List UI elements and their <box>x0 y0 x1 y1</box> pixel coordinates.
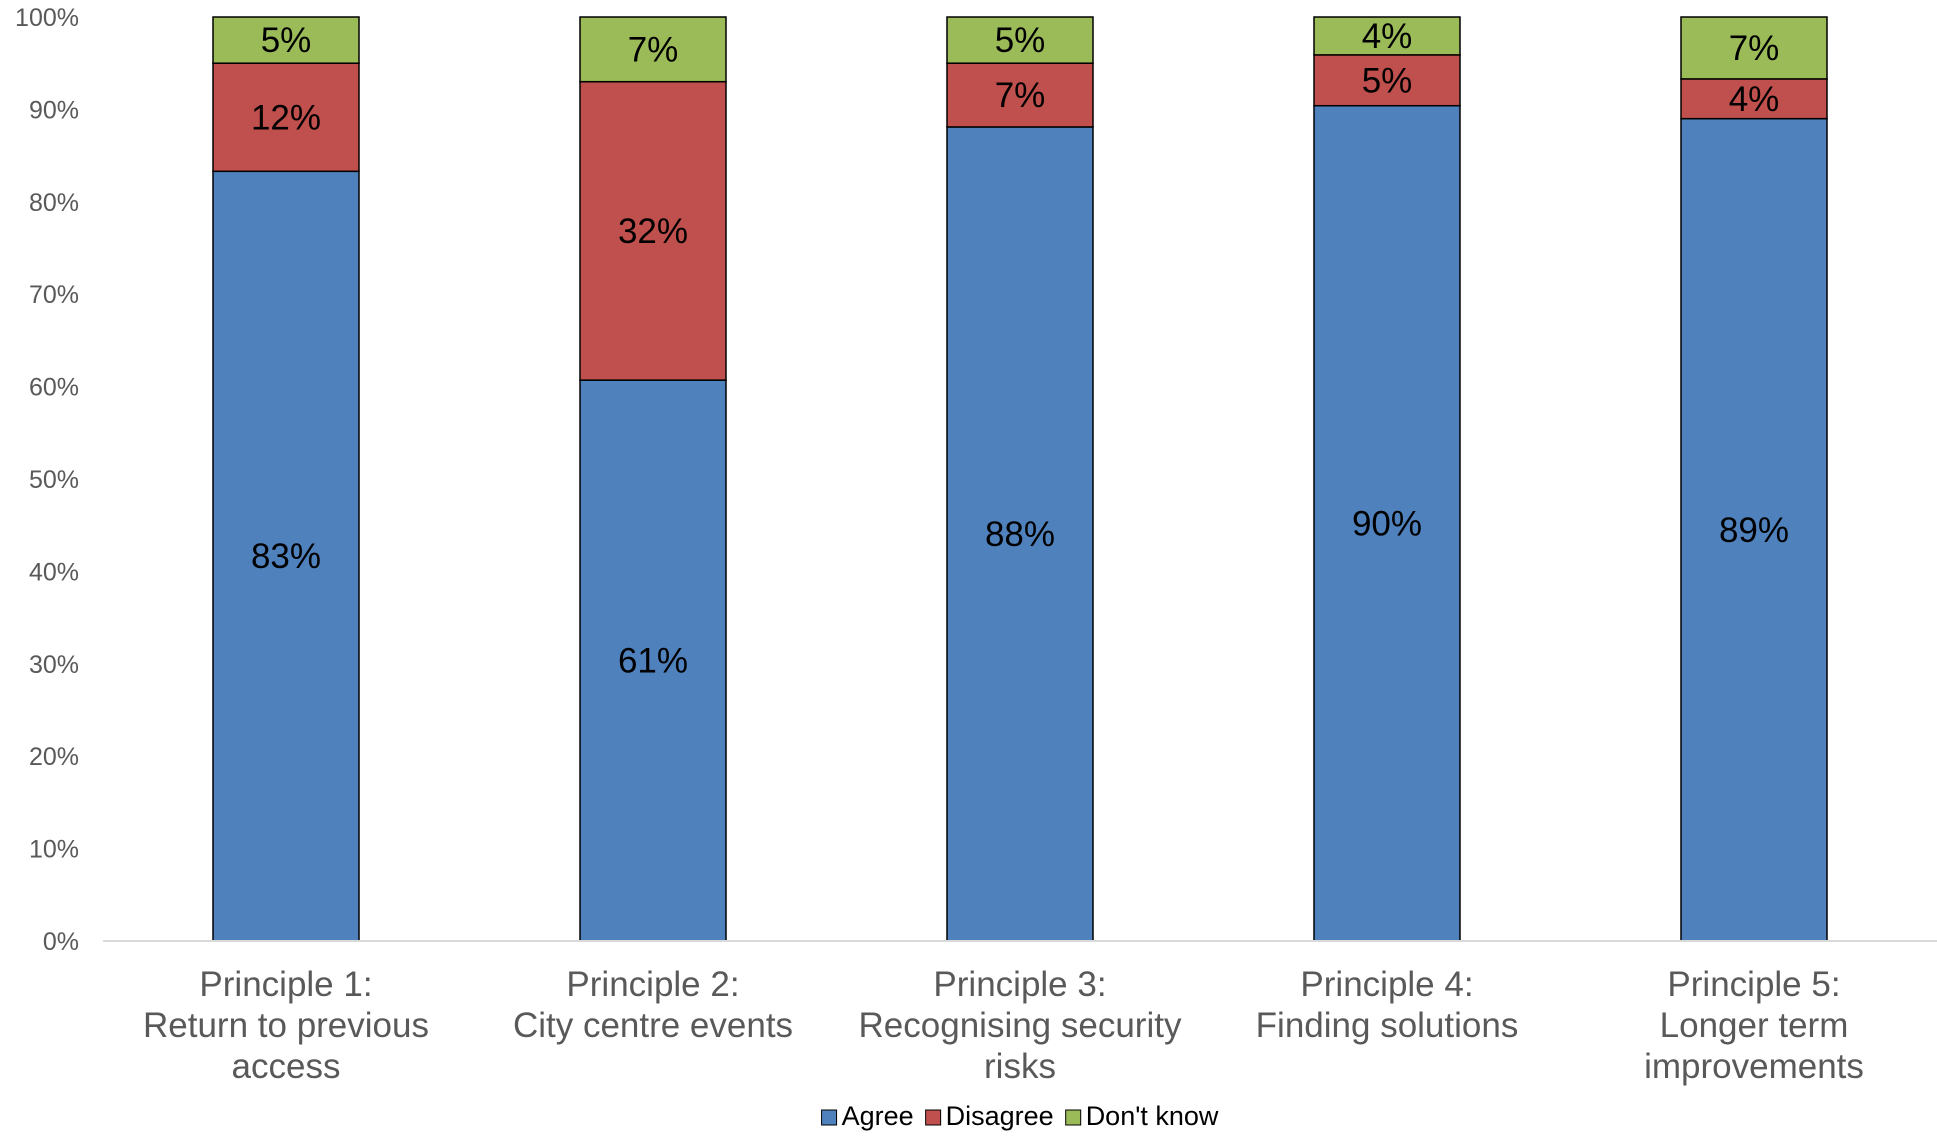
x-category-label-line: Principle 2: <box>566 965 739 1004</box>
legend-swatch <box>1065 1109 1082 1126</box>
legend-label: Don't know <box>1086 1101 1219 1131</box>
data-label: 88% <box>985 515 1055 554</box>
legend-label: Disagree <box>946 1101 1054 1131</box>
x-category-label: Principle 5: Longer term improvements <box>1644 965 1864 1086</box>
data-label: 89% <box>1719 511 1789 550</box>
data-label: 5% <box>1362 61 1413 100</box>
bar-segment-don-t-know <box>579 16 727 83</box>
y-tick-label: 60% <box>29 374 79 402</box>
x-category-label-line: improvements <box>1644 1047 1864 1086</box>
x-category-label-line: access <box>232 1047 341 1086</box>
data-label: 4% <box>1729 80 1780 119</box>
bar-segment-don-t-know <box>1313 16 1461 56</box>
y-tick-label: 100% <box>15 4 79 32</box>
data-label: 32% <box>618 212 688 251</box>
legend-item: Agree <box>821 1101 914 1131</box>
bar-stack: 89% 4% 7% <box>1680 16 1828 942</box>
legend: Agree Disagree Don't know <box>821 1101 1219 1131</box>
y-tick-label: 80% <box>29 189 79 217</box>
x-category-label-line: Return to previous <box>143 1006 429 1045</box>
bar-segment-agree <box>1313 104 1461 942</box>
data-label: 4% <box>1362 17 1413 56</box>
x-category-label-line: Principle 4: <box>1300 965 1473 1004</box>
y-tick-label: 30% <box>29 651 79 679</box>
x-category-label-line: City centre events <box>513 1006 793 1045</box>
data-label: 5% <box>995 21 1046 60</box>
bar-segment-don-t-know <box>1680 16 1828 80</box>
legend-item: Disagree <box>925 1101 1054 1131</box>
bar-segment-don-t-know <box>212 16 360 64</box>
data-label: 83% <box>251 537 321 576</box>
data-label: 7% <box>1729 29 1780 68</box>
legend-swatch <box>925 1109 942 1126</box>
x-category-label: Principle 2: City centre events <box>513 965 793 1045</box>
x-category-label: Principle 4: Finding solutions <box>1256 965 1519 1045</box>
bar-segment-disagree <box>212 62 360 173</box>
x-category-label-line: Principle 3: <box>933 965 1106 1004</box>
x-category-label-line: Finding solutions <box>1256 1006 1519 1045</box>
data-label: 7% <box>628 30 679 69</box>
bar-segment-disagree <box>1313 54 1461 107</box>
x-category-label: Principle 1: Return to previous access <box>143 965 429 1086</box>
y-tick-label: 0% <box>43 928 79 956</box>
bar-segment-agree <box>1680 117 1828 942</box>
y-tick-label: 50% <box>29 466 79 494</box>
bar-stack: 88% 7% 5% <box>946 16 1094 942</box>
y-tick-label: 90% <box>29 96 79 124</box>
y-axis: 0% 10% 20% 30% 40% 50% 60% 70% 80% 90% 100% <box>15 4 79 956</box>
y-tick-label: 40% <box>29 558 79 586</box>
legend-item: Don't know <box>1065 1101 1219 1131</box>
x-category-label-line: Principle 5: <box>1667 965 1840 1004</box>
bar-segment-disagree <box>579 80 727 381</box>
bar-stack: 90% 5% 4% <box>1313 16 1461 942</box>
bar-segment-disagree <box>946 62 1094 128</box>
x-category-label-line: Principle 1: <box>199 965 372 1004</box>
bar-segment-agree <box>212 170 360 942</box>
legend-swatch <box>821 1109 838 1126</box>
y-tick-label: 20% <box>29 743 79 771</box>
y-tick-label: 10% <box>29 836 79 864</box>
data-label: 12% <box>251 98 321 137</box>
y-tick-label: 70% <box>29 281 79 309</box>
bars: 83% 12% 5% 61% 32% 7% 88% 7% 5% 90% 5% 4% 89% 4% 7% <box>212 16 1828 942</box>
x-category-label: Principle 3: Recognising security risks <box>859 965 1182 1086</box>
bar-segment-agree <box>579 379 727 942</box>
x-category-label-line: Longer term <box>1660 1006 1849 1045</box>
bar-stack: 61% 32% 7% <box>579 16 727 942</box>
data-label: 61% <box>618 642 688 681</box>
bar-segment-agree <box>946 126 1094 942</box>
data-label: 5% <box>261 21 312 60</box>
data-label: 7% <box>995 76 1046 115</box>
data-label: 90% <box>1352 504 1422 543</box>
x-category-label-line: risks <box>984 1047 1056 1086</box>
legend-label: Agree <box>842 1101 914 1131</box>
x-category-label-line: Recognising security <box>859 1006 1182 1045</box>
bar-segment-don-t-know <box>946 16 1094 64</box>
bar-stack: 83% 12% 5% <box>212 16 360 942</box>
x-axis: Principle 1: Return to previous accessPrin… <box>103 940 1937 1086</box>
